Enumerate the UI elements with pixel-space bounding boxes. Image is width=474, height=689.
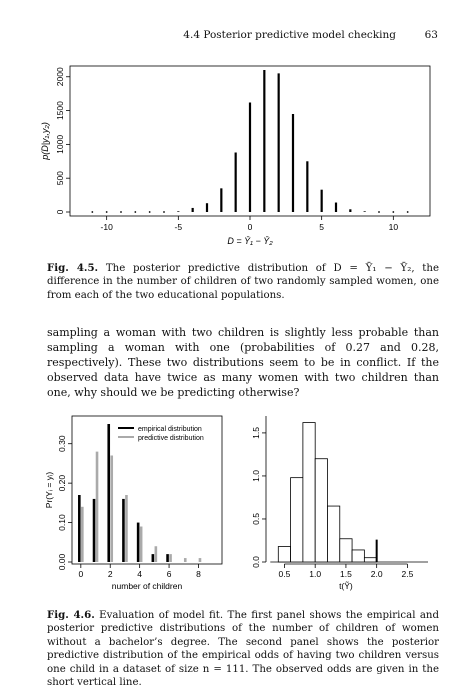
histogram-bin [277,546,291,563]
x-tick-label: 2.0 [371,569,383,579]
running-header-section: 4.4 Posterior predictive model checking [183,29,396,41]
zero-mass-point [148,211,151,213]
figure-4-5-caption: Fig. 4.5. The posterior predictive distr… [47,262,439,302]
y-tick-label: 1500 [55,101,65,120]
histogram-bin [302,422,316,563]
zero-mass-point [378,211,380,213]
zero-mass-point [406,211,409,213]
x-tick-label: 2.5 [401,569,413,579]
figure-4-5-caption-label: Fig. 4.5. [47,262,99,274]
y-tick-label: 1.5 [251,427,261,439]
y-tick-label: 0.20 [57,475,67,492]
histogram-bin [351,549,365,563]
plot-frame [71,415,223,565]
zero-mass-point [120,211,122,213]
y-tick-label: 1.0 [251,470,261,482]
zero-mass-point [163,211,165,213]
page-number: 63 [424,29,438,41]
y-tick-label: 0 [55,209,65,214]
y-tick-label: 0.00 [57,553,67,570]
x-tick-label: 10 [389,222,399,232]
y-tick-label: 0.10 [57,514,67,531]
x-tick-label: -10 [101,222,114,232]
x-tick-label: 2 [108,569,113,579]
histogram-bin [314,458,328,563]
x-tick-label: 5 [319,222,324,232]
figure-4-6-panel-1-chart: 0 2 4 6 8 0.00 0.10 0.20 0.30 empirical distribut… [44,415,223,591]
y-tick-label: 2000 [55,67,65,86]
histogram-bin [339,538,353,563]
figure-4-6-caption-text: Evaluation of model fit. The first panel… [47,610,439,689]
x-tick-label: 0 [78,569,83,579]
x-axis-label: t(Ỹ) [339,581,353,591]
figure-4-5-chart: -10 -5 0 5 10 0 500 1000 1500 2000 D = Ȳ₁ − Ȳ₂ p(D|… [40,65,431,246]
histogram-bin [327,505,341,563]
x-tick-label: 4 [137,569,142,579]
figure-4-6-panel-2-chart: 0.5 1.0 1.5 2.0 2.5 0.0 0.5 1.0 1.5 t(Ỹ) [251,416,428,591]
x-tick-label: 1.5 [340,569,352,579]
x-tick-label: 1.0 [309,569,321,579]
histogram-bin [363,557,378,563]
y-tick-label: 0.5 [251,513,261,525]
legend-label-empirical: empirical distribution [138,426,202,433]
running-header: 4.4 Posterior predictive model checking … [60,29,438,45]
y-tick-label: 0.0 [251,556,261,568]
x-tick-label: 0.5 [279,569,291,579]
x-tick-label: 8 [196,569,201,579]
zero-mass-point [105,211,108,213]
y-tick-label: 0.30 [57,435,67,452]
x-tick-label: 6 [167,569,172,579]
x-axis-label: D = Ȳ₁ − Ȳ₂ [227,236,273,246]
x-tick-label: -5 [175,222,183,232]
x-axis-label: number of children [112,581,183,591]
figure-4-6-caption-label: Fig. 4.6. [47,609,95,621]
x-tick-label: 0 [248,222,253,232]
body-paragraph: sampling a woman with two children is sl… [47,326,439,399]
y-axis-label: p(D|y₁,y₂) [40,122,50,161]
zero-mass-point [134,211,137,213]
zero-mass-point [392,211,395,213]
y-tick-label: 500 [55,171,65,185]
figure-4-5-caption-text: The posterior predictive distribution of… [47,263,439,301]
y-axis-label: Pr(Yᵢ = yᵢ) [44,472,54,509]
zero-mass-point [91,211,94,213]
y-tick-label: 1000 [55,135,65,154]
histogram-bin [290,477,304,563]
figure-4-6-caption: Fig. 4.6. Evaluation of model fit. The f… [47,609,439,689]
legend-label-predictive: predictive distribution [138,435,204,442]
